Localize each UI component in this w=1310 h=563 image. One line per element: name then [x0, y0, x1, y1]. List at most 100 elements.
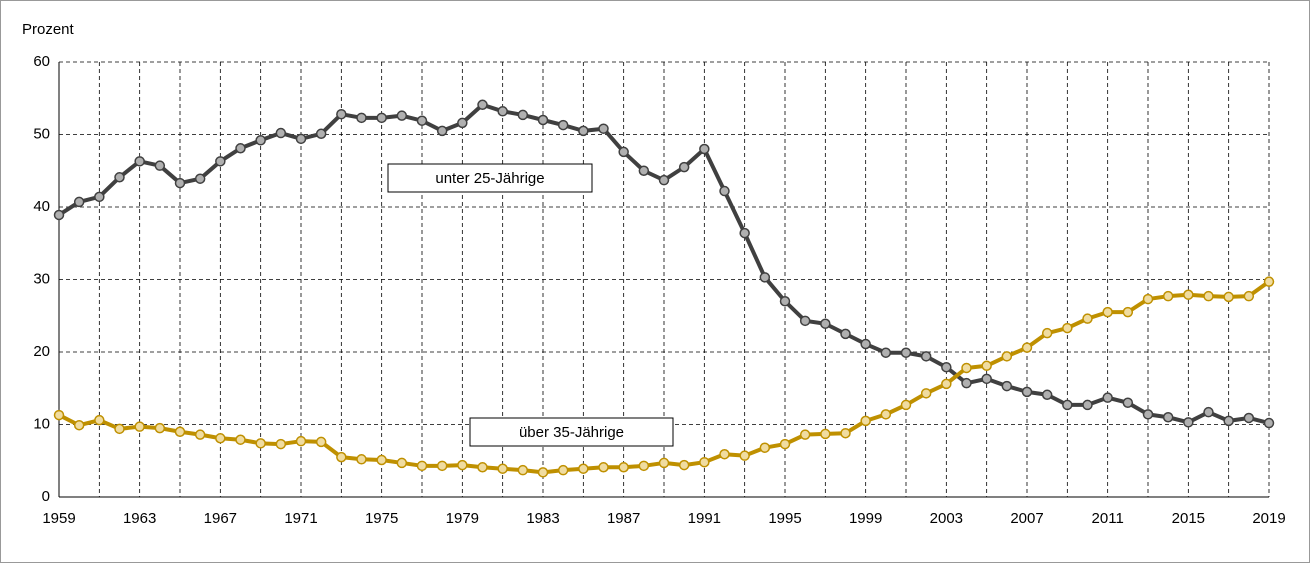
- point: [1162, 412, 1174, 423]
- point: [376, 454, 387, 466]
- point: [699, 143, 710, 155]
- point: [1001, 351, 1013, 362]
- point: [1082, 399, 1093, 411]
- point: [618, 146, 629, 158]
- x-tick-label: 1995: [768, 510, 801, 527]
- point: [275, 438, 287, 450]
- point: [981, 360, 992, 372]
- point: [114, 172, 125, 183]
- point: [315, 128, 327, 140]
- point: [1162, 290, 1174, 302]
- x-tick-label: 1967: [204, 510, 237, 527]
- point: [457, 117, 468, 129]
- point: [699, 456, 710, 468]
- point: [598, 123, 609, 134]
- point: [517, 109, 529, 121]
- point: [154, 160, 166, 171]
- point: [880, 347, 892, 358]
- series-label: über 35-Jährige: [519, 424, 624, 441]
- point: [376, 112, 387, 124]
- point: [1082, 313, 1093, 324]
- x-tick-label: 2007: [1010, 510, 1043, 527]
- point: [477, 99, 488, 111]
- point: [235, 434, 246, 445]
- y-tick-label: 60: [33, 53, 50, 70]
- point: [73, 196, 85, 208]
- point: [1122, 397, 1134, 408]
- point: [920, 351, 932, 362]
- x-tick-label: 1983: [526, 510, 559, 527]
- point: [497, 463, 508, 474]
- point: [174, 426, 186, 437]
- point: [941, 361, 952, 373]
- point: [356, 112, 367, 124]
- point: [114, 423, 125, 435]
- point: [900, 347, 912, 358]
- point: [1102, 306, 1113, 318]
- point: [336, 108, 347, 120]
- point: [436, 125, 448, 137]
- x-tick-label: 1975: [365, 510, 398, 527]
- point: [840, 328, 851, 340]
- point: [779, 296, 791, 307]
- point: [880, 409, 892, 420]
- series-label: unter 25-Jährige: [435, 170, 544, 187]
- point: [517, 464, 529, 476]
- point: [719, 185, 730, 197]
- point: [961, 377, 972, 389]
- point: [477, 462, 488, 473]
- point: [658, 174, 670, 186]
- point: [1183, 417, 1194, 428]
- point: [678, 161, 690, 173]
- point: [1062, 322, 1073, 334]
- point: [336, 451, 347, 463]
- point: [255, 438, 266, 449]
- y-tick-label: 40: [33, 198, 50, 215]
- point: [820, 428, 831, 440]
- point: [295, 435, 307, 447]
- point: [759, 442, 771, 453]
- point: [235, 143, 246, 154]
- point: [1243, 412, 1255, 424]
- point: [134, 156, 145, 167]
- point: [1142, 293, 1154, 305]
- point: [1203, 290, 1214, 302]
- x-tick-label: 1971: [284, 510, 317, 527]
- point: [920, 388, 932, 399]
- point: [295, 133, 307, 145]
- point: [1263, 417, 1275, 429]
- point: [1041, 327, 1053, 339]
- point: [941, 378, 952, 390]
- point: [799, 429, 811, 440]
- x-tick-label: 1999: [849, 510, 882, 527]
- point: [1203, 406, 1214, 418]
- point: [537, 114, 549, 126]
- point: [1263, 276, 1275, 287]
- point: [1142, 409, 1154, 420]
- point: [799, 315, 811, 327]
- point: [1223, 415, 1234, 427]
- point: [658, 457, 670, 469]
- point: [739, 450, 750, 461]
- y-tick-label: 0: [42, 488, 50, 505]
- point: [174, 177, 186, 189]
- point: [638, 165, 650, 176]
- point: [1062, 399, 1073, 411]
- point: [557, 464, 569, 476]
- x-tick-label: 2011: [1092, 510, 1124, 527]
- point: [981, 373, 992, 385]
- point: [1021, 386, 1033, 398]
- point: [860, 415, 871, 427]
- point: [1041, 389, 1053, 401]
- point: [215, 156, 226, 167]
- point: [1001, 380, 1013, 392]
- point: [860, 338, 871, 350]
- point: [1021, 342, 1033, 353]
- point: [638, 460, 650, 472]
- y-tick-label: 50: [33, 125, 50, 142]
- point: [1102, 392, 1113, 403]
- series-label-box: [469, 417, 674, 447]
- point: [94, 414, 105, 426]
